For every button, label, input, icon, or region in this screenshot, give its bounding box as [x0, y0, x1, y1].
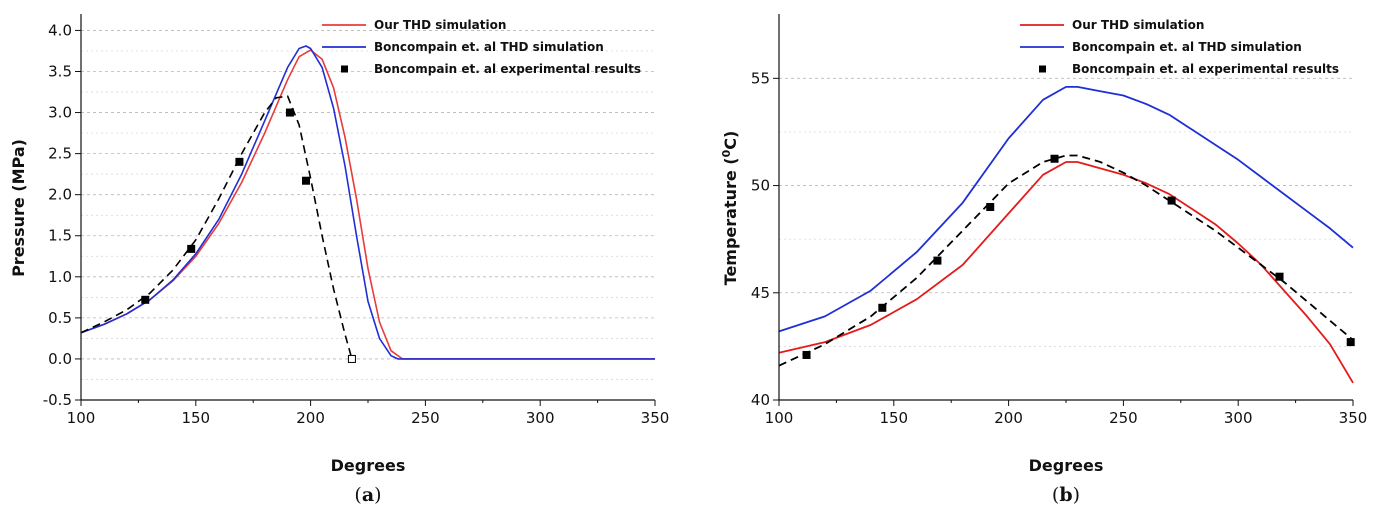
chart-a-series-boncompain-et-al-experimental-results-point: [347, 354, 356, 363]
chart-a-series-our-thd-simulation-line: [80, 49, 655, 360]
chart-b-ytick-label: 40: [751, 391, 770, 409]
chart-a-legend-label: Our THD simulation: [374, 18, 506, 32]
chart-b-ytick-label: 50: [751, 177, 770, 195]
chart-a-series-boncompain-et-al-experimental-results-point: [302, 176, 311, 185]
chart-b-series-boncompain-et-al-experimental-results-point: [1050, 154, 1059, 163]
chart-b-legend-marker: [1039, 65, 1046, 73]
chart-b-plot-area: [778, 86, 1355, 384]
chart-b-legend: Our THD simulation Boncompain et. al THD …: [1020, 18, 1339, 76]
chart-a-series-boncompain-et-al-experimental-results-point: [235, 157, 244, 166]
chart-a-xtick-label: 150: [181, 409, 210, 427]
chart-b-panel-label: (b): [1052, 484, 1080, 506]
chart-b-xlabel: Degrees: [1029, 456, 1104, 475]
chart-a-ytick-label: 0.5: [48, 309, 72, 327]
chart-a-legend-marker: [341, 65, 348, 73]
chart-a-plot-area: [80, 45, 655, 363]
chart-b-ylabel-sup: 0: [720, 149, 733, 157]
chart-a-series-boncompain-et-al-thd-simulation-line: [80, 45, 655, 360]
chart-a-ytick-label: 3.5: [48, 62, 72, 80]
chart-a-panel-label: (a): [354, 484, 381, 506]
chart-a-series-boncompain-et-al-experimental-results-point: [187, 244, 196, 253]
chart-b-ylabel-main: Temperature (: [721, 157, 740, 285]
chart-b-xtick-label: 150: [879, 409, 908, 427]
chart-a-ytick-label: 3.0: [48, 104, 72, 122]
chart-a-legend-label: Boncompain et. al THD simulation: [374, 40, 604, 54]
chart-a-xtick-label: 200: [296, 409, 325, 427]
chart-b-xtick-label: 250: [1109, 409, 1138, 427]
chart-a-ytick-label: 2.0: [48, 186, 72, 204]
chart-b-series-boncompain-et-al-experimental-results-point: [878, 303, 887, 312]
chart-a-ylabel: Pressure (MPa): [9, 139, 28, 277]
chart-b-tick-labels: 40 45 50 55 100 150 200 250 300 350: [751, 69, 1367, 427]
chart-b-xtick-label: 300: [1224, 409, 1253, 427]
chart-b-series-boncompain-et-al-thd-simulation-line: [778, 86, 1354, 333]
chart-a-ytick-label: -0.5: [43, 391, 72, 409]
chart-a-xtick-label: 350: [641, 409, 670, 427]
chart-b-legend-label: Boncompain et. al THD simulation: [1072, 40, 1302, 54]
chart-b-ylabel: Temperature (0C): [720, 131, 741, 286]
chart-a-ytick-label: 0.0: [48, 350, 72, 368]
chart-a-gridlines: [81, 30, 655, 380]
chart-b-series-boncompain-et-al-experimental-results-point: [802, 350, 811, 359]
chart-a-xlabel: Degrees: [331, 456, 406, 475]
chart-b-series-boncompain-et-al-experimental-results-point: [1167, 196, 1176, 205]
chart-a-legend: Our THD simulation Boncompain et. al THD …: [322, 18, 641, 76]
chart-b-xtick-label: 200: [994, 409, 1023, 427]
chart-a-axes: [75, 14, 656, 406]
chart-b-series-boncompain-et-al-experimental-results-point: [986, 203, 995, 211]
chart-a-ytick-label: 1.0: [48, 268, 72, 286]
chart-a-series-boncompain-et-al-experimental-results-point: [285, 108, 294, 117]
chart-a-xtick-label: 100: [67, 409, 96, 427]
chart-a-xtick-label: 250: [411, 409, 440, 427]
chart-b-legend-label: Our THD simulation: [1072, 18, 1204, 32]
chart-a-ytick-label: 2.5: [48, 145, 72, 163]
chart-a-ytick-label: 4.0: [48, 21, 72, 39]
chart-b-ytick-label: 55: [751, 69, 770, 87]
chart-b-xtick-label: 350: [1339, 409, 1368, 427]
chart-b-series-our-thd-simulation-line: [778, 161, 1354, 384]
chart-a-ytick-label: 1.5: [48, 227, 72, 245]
chart-b-legend-label: Boncompain et. al experimental results: [1072, 62, 1339, 76]
chart-a-series-boncompain-et-al-experimental-results-point: [141, 295, 150, 304]
chart-a-tick-labels: -0.5 0.0 0.5 1.0 1.5 2.0 2.5 3.0 3.5 4.0 100 150 200…: [43, 21, 670, 427]
chart-a-legend-label: Boncompain et. al experimental results: [374, 62, 641, 76]
chart-b-series-boncompain-et-al-experimental-results-point: [1275, 272, 1284, 281]
chart-b-ylabel-suffix: C): [721, 131, 740, 150]
chart-b-gridlines: [779, 77, 1353, 347]
chart-b-axes: [773, 14, 1354, 406]
chart-a: -0.5 0.0 0.5 1.0 1.5 2.0 2.5 3.0 3.5 4.0 100 150 200…: [9, 14, 669, 506]
chart-b-series-fit-line: [778, 154, 1354, 367]
chart-a-xtick-label: 300: [526, 409, 555, 427]
chart-b: 40 45 50 55 100 150 200 250 300 350 Degrees Tempe…: [720, 14, 1367, 506]
chart-b-series-boncompain-et-al-experimental-results-point: [1346, 338, 1355, 347]
chart-b-ytick-label: 45: [751, 284, 770, 302]
chart-b-xtick-label: 100: [765, 409, 794, 427]
chart-b-series-boncompain-et-al-experimental-results-point: [933, 256, 942, 265]
